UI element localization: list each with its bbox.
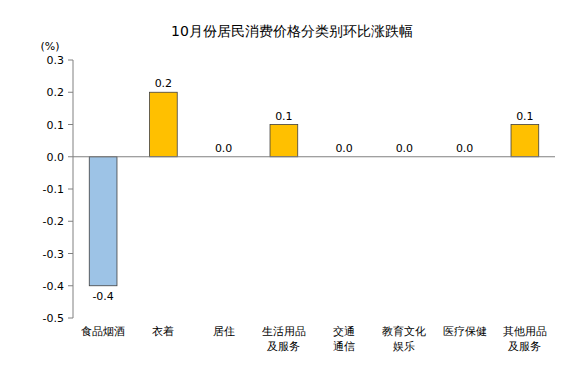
x-tick-label: 居住 — [213, 325, 235, 338]
y-tick — [68, 60, 73, 61]
y-tick-label: 0.2 — [47, 86, 65, 99]
bars — [89, 92, 538, 286]
y-tick — [68, 285, 73, 286]
x-tick-label-line: 及服务 — [508, 340, 541, 353]
y-tick-label: -0.1 — [43, 183, 64, 196]
x-tick-label-line: 衣着 — [152, 325, 174, 338]
bar — [270, 125, 298, 157]
x-tick-label-line: 通信 — [333, 340, 355, 353]
y-tick-label: -0.3 — [43, 248, 64, 261]
data-label: 0.0 — [396, 142, 414, 155]
x-axis — [73, 156, 555, 157]
x-tick-label: 生活用品及服务 — [262, 325, 306, 353]
y-tick — [68, 124, 73, 125]
y-tick — [68, 189, 73, 190]
x-tick-label-line: 医疗保健 — [443, 325, 487, 338]
x-tick-label-line: 教育文化 — [382, 325, 426, 338]
x-tick-label-line: 娱乐 — [393, 340, 415, 353]
y-tick-label: -0.2 — [43, 215, 64, 228]
x-tick-label: 教育文化娱乐 — [382, 325, 426, 353]
x-tick-label: 医疗保健 — [443, 325, 487, 338]
data-label: 0.1 — [275, 110, 293, 123]
y-tick — [68, 156, 73, 157]
data-label: 0.1 — [516, 110, 534, 123]
x-tick-label-line: 食品烟酒 — [81, 325, 125, 338]
y-tick-label: -0.4 — [43, 280, 64, 293]
x-tick-label-line: 其他用品 — [503, 325, 547, 338]
bar — [511, 125, 539, 157]
y-tick-label: 0.0 — [47, 151, 65, 164]
x-tick-label-line: 居住 — [213, 325, 235, 338]
x-tick-label: 其他用品及服务 — [503, 325, 547, 353]
bar — [89, 157, 117, 286]
chart: 10月份居民消费价格分类别环比涨跌幅 (%)0.3 0.2 0.1 0.0 -0.1 -0.… — [0, 0, 584, 366]
x-tick-label-line: 生活用品 — [262, 325, 306, 338]
y-tick — [68, 253, 73, 254]
data-label: -0.4 — [92, 290, 113, 303]
y-tick — [68, 221, 73, 222]
x-tick-label-line: 及服务 — [267, 340, 300, 353]
data-label: 0.2 — [155, 77, 173, 90]
bar — [150, 92, 178, 157]
y-label: (%) — [40, 40, 59, 53]
x-tick-label: 交通通信 — [333, 325, 355, 353]
y-tick — [68, 92, 73, 93]
data-label: 0.0 — [456, 142, 474, 155]
x-tick-label: 食品烟酒 — [81, 325, 125, 338]
data-label: 0.0 — [215, 142, 233, 155]
y-tick-label: -0.5 — [43, 312, 64, 325]
x-tick-label: 衣着 — [152, 325, 174, 338]
data-label: 0.0 — [335, 142, 353, 155]
y-tick-label: 0.1 — [47, 119, 65, 132]
x-tick-label-line: 交通 — [333, 325, 355, 338]
y-tick — [68, 318, 73, 319]
y-tick-label: 0.3 — [47, 54, 65, 67]
title: 10月份居民消费价格分类别环比涨跌幅 — [171, 23, 413, 39]
